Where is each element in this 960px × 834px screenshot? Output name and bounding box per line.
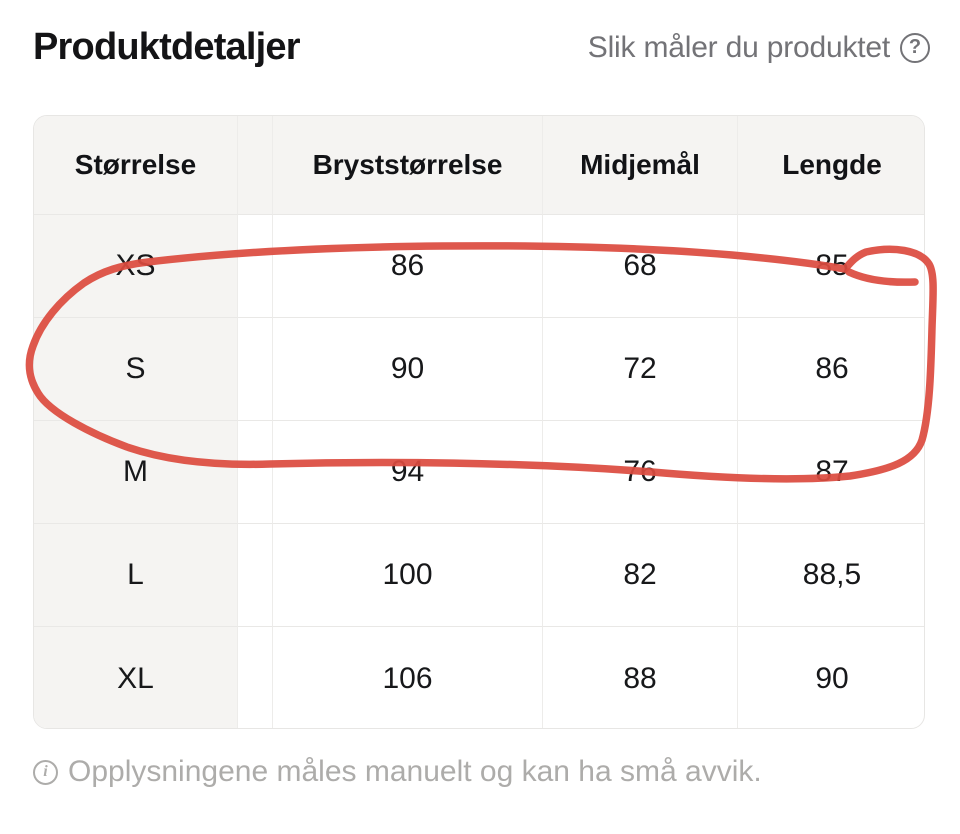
row-label-xs: XS <box>34 215 238 318</box>
question-circle-icon[interactable]: ? <box>900 32 930 63</box>
footer-note: i Opplysningene måles manuelt og kan ha … <box>33 755 762 789</box>
cell-xs-waist: 68 <box>543 215 738 318</box>
col-header-waist: Midjemål <box>543 116 738 215</box>
spacer-cell <box>238 215 273 318</box>
cell-s-waist: 72 <box>543 318 738 421</box>
page-title: Produktdetaljer <box>33 26 301 68</box>
cell-m-waist: 76 <box>543 421 738 524</box>
cell-xl-length: 90 <box>815 661 849 695</box>
col-header-chest: Bryststørrelse <box>273 116 543 215</box>
cell-s-chest: 90 <box>273 318 543 421</box>
footer-note-text: Opplysningene måles manuelt og kan ha sm… <box>68 755 762 788</box>
spacer-cell <box>238 524 273 627</box>
page-header: Produktdetaljer Slik måler du produktet … <box>33 26 930 69</box>
cell-l-length: 88,5 <box>738 524 924 627</box>
col-header-spacer <box>238 116 273 215</box>
row-label-l: L <box>34 524 238 627</box>
cell-xl-waist: 88 <box>543 627 738 728</box>
cell-l-chest: 100 <box>273 524 543 627</box>
size-table: Størrelse Bryststørrelse Midjemål Lengde… <box>33 115 925 729</box>
info-circle-icon: i <box>33 759 58 785</box>
col-header-length: Lengde <box>738 116 924 215</box>
cell-m-chest: 94 <box>273 421 543 524</box>
col-header-size: Størrelse <box>34 116 238 215</box>
measure-guide-link[interactable]: Slik måler du produktet ? <box>588 31 930 65</box>
measure-guide-link-label: Slik måler du produktet <box>587 30 890 64</box>
cell-xs-length: 85 <box>738 215 924 318</box>
cell-xs-chest: 86 <box>273 215 543 318</box>
spacer-cell <box>238 421 273 524</box>
cell-xl-chest: 106 <box>273 627 543 728</box>
cell-s-length: 86 <box>738 318 924 421</box>
cell-m-length: 87 <box>738 421 924 524</box>
row-label-s: S <box>34 318 238 421</box>
cell-l-waist: 82 <box>543 524 738 627</box>
spacer-cell <box>238 627 273 728</box>
row-label-xl: XL <box>34 627 238 728</box>
row-label-m: M <box>34 421 238 524</box>
spacer-cell <box>238 318 273 421</box>
